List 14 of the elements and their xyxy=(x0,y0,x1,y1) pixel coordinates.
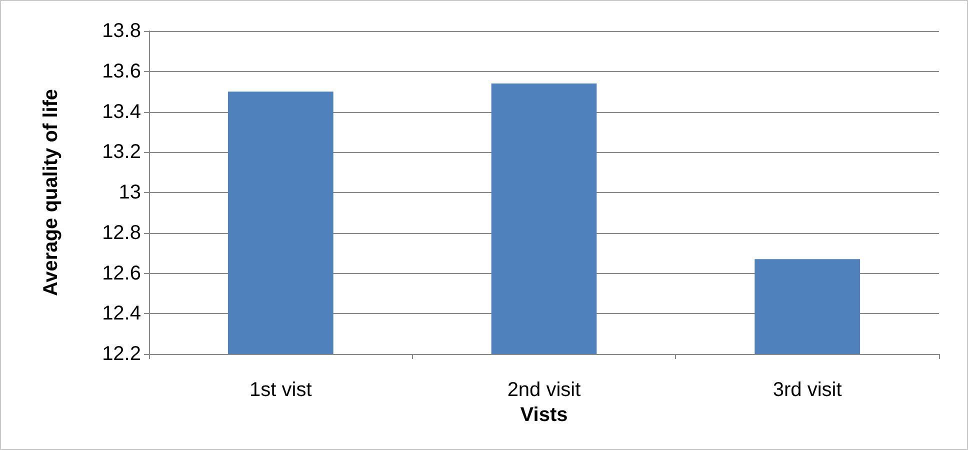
x-tick-label: 1st vist xyxy=(250,379,312,401)
x-tick-label: 3rd visit xyxy=(772,379,842,401)
y-tick-label: 13.4 xyxy=(102,100,141,123)
y-axis-title: Average quality of life xyxy=(40,88,62,296)
y-tick-label: 13.2 xyxy=(102,141,141,164)
x-axis-title: Vists xyxy=(520,404,568,426)
y-tick-label: 13.6 xyxy=(102,60,141,82)
y-tick-label: 12.6 xyxy=(102,262,141,284)
y-tick-label: 12.8 xyxy=(102,222,141,244)
y-tick-label: 13 xyxy=(118,182,141,204)
y-tick-label: 13.8 xyxy=(102,20,141,42)
y-tick-label: 12.4 xyxy=(102,302,141,325)
x-tick-label: 2nd visit xyxy=(507,379,582,401)
y-tick-label: 12.2 xyxy=(102,343,141,365)
